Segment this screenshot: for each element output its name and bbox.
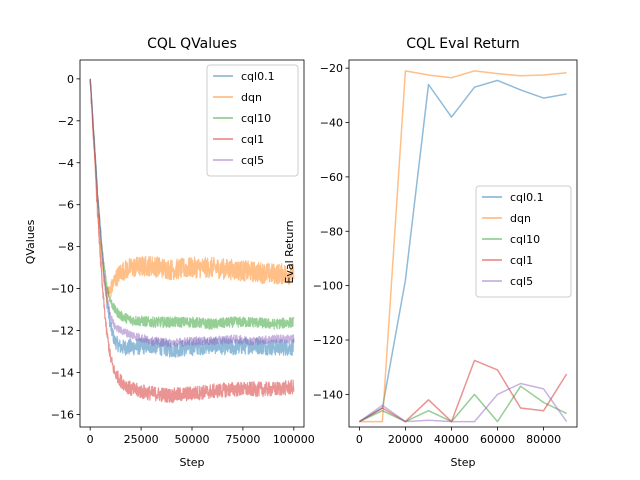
eval-return-ytick-label: −40: [320, 117, 343, 130]
eval-return-legend-label-dqn: dqn: [510, 212, 531, 225]
eval-return-xtick-label: 60000: [480, 433, 515, 446]
qvalues-ytick-label: −6: [58, 199, 74, 212]
qvalues-xtick-label: 75000: [225, 433, 260, 446]
eval-return-ytick-label: −100: [313, 280, 343, 293]
qvalues-xtick-label: 0: [87, 433, 94, 446]
eval-return-legend: cql0.1 dqn cql10 cql1 cql5: [475, 185, 572, 298]
qvalues-ytick-label: −14: [51, 366, 74, 379]
eval-return-ylabel: Eval Return: [283, 220, 296, 283]
qvalues-title: CQL QValues: [147, 36, 237, 52]
eval-return-xtick-label: 80000: [526, 433, 561, 446]
qvalues-ytick-label: −10: [51, 283, 74, 296]
eval-return-series-cql5-line: [358, 382, 568, 423]
qvalues-ytick-label: −4: [58, 157, 74, 170]
eval-return-ytick-label: −80: [320, 225, 343, 238]
eval-return-ytick-label: −60: [320, 171, 343, 184]
qvalues-ytick-label: −8: [58, 241, 74, 254]
eval-return-ytick-label: −140: [313, 388, 343, 401]
qvalues-series-cql10-line: [89, 78, 295, 330]
eval-return-panel: CQL Eval Return Step Eval Return 0 20000 4…: [283, 36, 578, 469]
qvalues-xtick-label: 100000: [273, 433, 315, 446]
eval-return-legend-label-cql10: cql10: [510, 233, 540, 246]
qvalues-series-dqn-line: [89, 78, 295, 303]
qvalues-legend-label-cql10: cql10: [241, 112, 271, 125]
eval-return-ytick-label: −20: [320, 62, 343, 75]
eval-return-xtick-label: 40000: [434, 433, 469, 446]
qvalues-ytick-label: 0: [67, 73, 74, 86]
qvalues-ytick-label: −2: [58, 115, 74, 128]
qvalues-xlabel: Step: [179, 456, 204, 469]
eval-return-xlabel: Step: [450, 456, 475, 469]
qvalues-ytick-label: −12: [51, 325, 74, 338]
qvalues-series-cql0-1-line: [89, 78, 295, 358]
eval-return-series-cql1-line: [359, 359, 568, 423]
qvalues-ylabel: QValues: [24, 219, 37, 264]
eval-return-legend-label-cql5: cql5: [510, 275, 533, 288]
qvalues-panel: CQL QValues Step QValues 0 25000 50000 7500…: [24, 36, 315, 469]
qvalues-legend-label-dqn: dqn: [241, 91, 262, 104]
eval-return-plot-area: [358, 70, 568, 423]
eval-return-xtick-label: 20000: [388, 433, 423, 446]
eval-return-series-dqn-line: [359, 70, 567, 423]
eval-return-xtick-label: 0: [356, 433, 363, 446]
qvalues-ytick-label: −16: [51, 408, 74, 421]
qvalues-legend-label-cql1: cql1: [241, 133, 264, 146]
qvalues-legend: cql0.1 dqn cql10 cql1 cql5: [206, 64, 299, 177]
qvalues-plot-area: [89, 78, 295, 404]
eval-return-legend-label-cql1: cql1: [510, 254, 533, 267]
eval-return-axes: 0 20000 40000 60000 80000 −20 −40 −60 −80 −100 −12…: [313, 59, 578, 446]
qvalues-xtick-label: 25000: [124, 433, 159, 446]
qvalues-xtick-label: 50000: [175, 433, 210, 446]
eval-return-series-cql0-1-line: [359, 79, 567, 423]
qvalues-legend-label-cql0-1: cql0.1: [241, 70, 275, 83]
qvalues-series-cql5-line: [89, 78, 295, 348]
eval-return-series-cql10-line: [359, 385, 567, 423]
eval-return-legend-box: [475, 185, 572, 298]
eval-return-ytick-label: −120: [313, 334, 343, 347]
qvalues-legend-box: [206, 64, 299, 177]
eval-return-axes-frame: [348, 59, 578, 428]
eval-return-title: CQL Eval Return: [406, 36, 520, 52]
qvalues-series-cql1-line: [89, 78, 295, 404]
qvalues-legend-label-cql5: cql5: [241, 154, 264, 167]
eval-return-legend-label-cql0-1: cql0.1: [510, 191, 544, 204]
qvalues-axes: 0 25000 50000 75000 100000 0 −2 −4 −6 −8 −10 −12 −14…: [51, 59, 315, 446]
